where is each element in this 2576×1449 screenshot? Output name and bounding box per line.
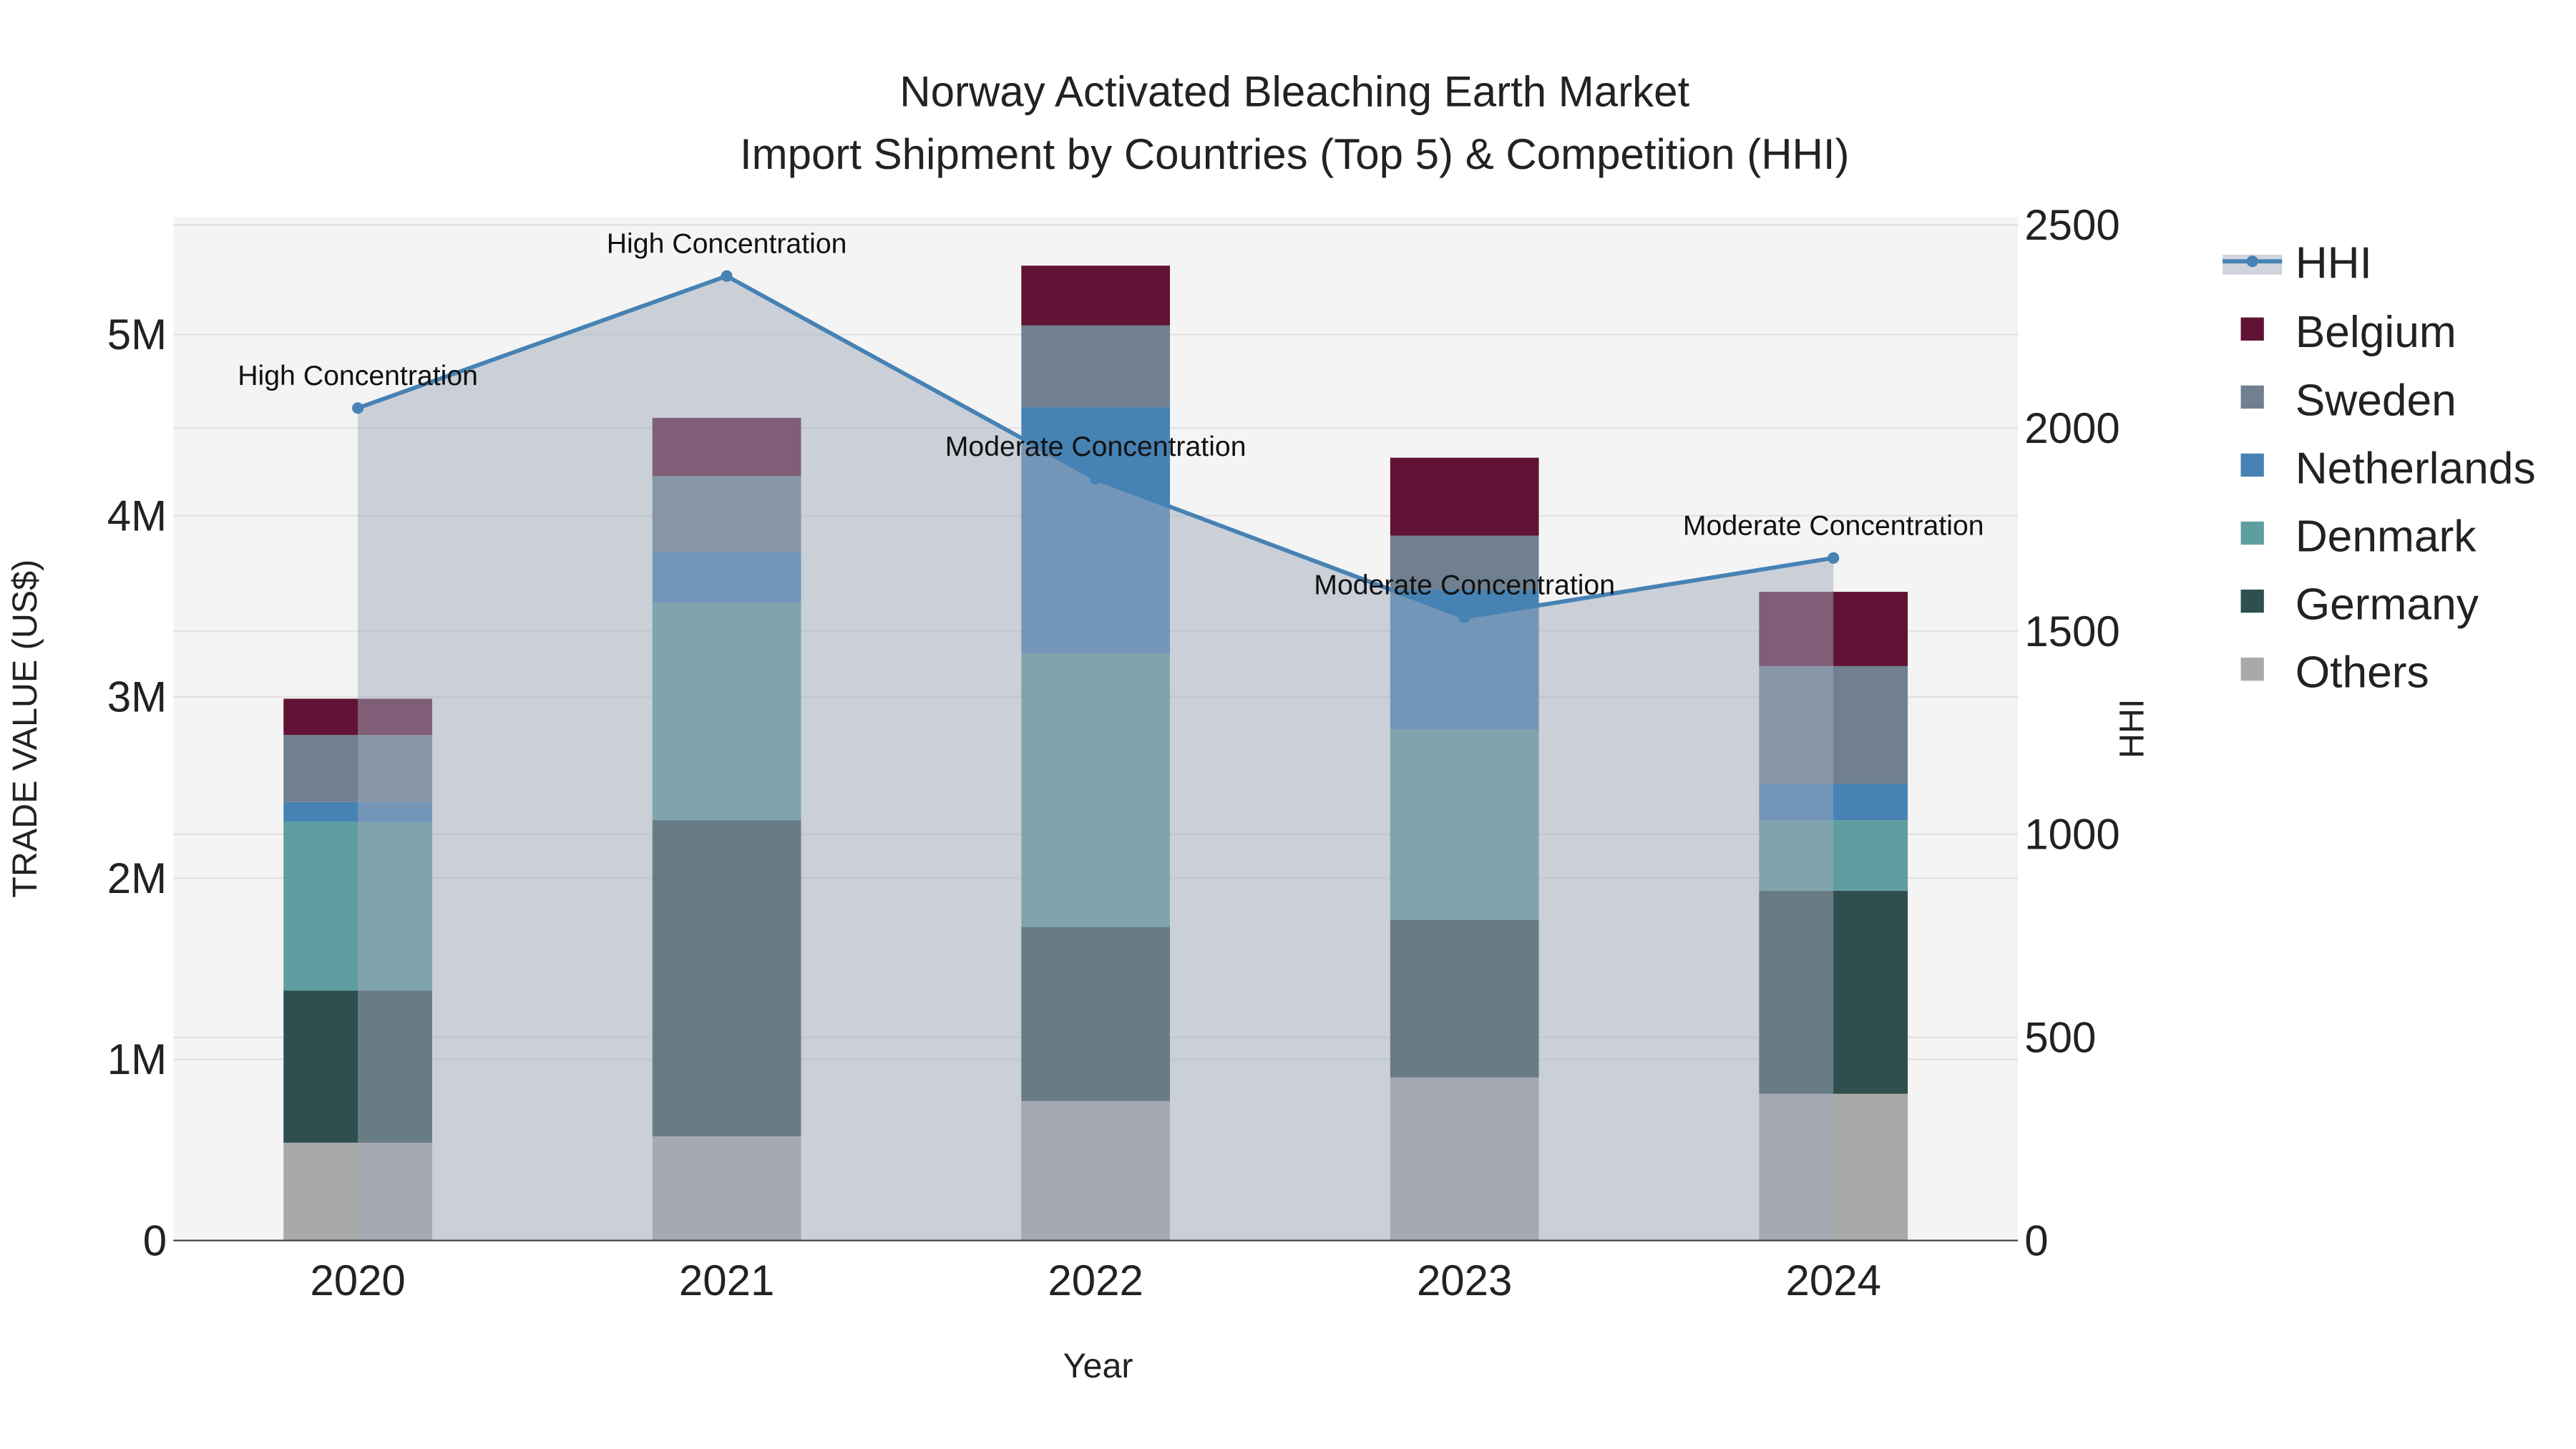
hhi-annotation: High Concentration (607, 228, 847, 259)
legend-belgium-swatch (2240, 317, 2264, 341)
y2-tick-label: 2000 (2024, 404, 2119, 452)
hhi-area (358, 275, 1834, 1241)
legend-netherlands-swatch (2240, 453, 2264, 477)
legend-sweden-label: Sweden (2296, 376, 2457, 425)
y2-tick-label: 0 (2024, 1216, 2048, 1264)
hhi-point-2024 (1828, 552, 1840, 564)
hhi-annotation: Moderate Concentration (1314, 569, 1615, 600)
hhi-point-2020 (352, 402, 364, 414)
hhi-point-2022 (1090, 473, 1102, 485)
hhi-annotation: Moderate Concentration (945, 431, 1246, 462)
hhi-point-2021 (721, 270, 733, 282)
legend-germany-label: Germany (2296, 580, 2479, 629)
y-tick-label: 0 (143, 1216, 167, 1264)
chart-title-line2: Import Shipment by Countries (Top 5) & C… (740, 130, 1850, 178)
y-tick-label: 5M (107, 311, 167, 358)
y-tick-label: 3M (107, 673, 167, 721)
axes: 0 1M 2M 3M 4M 5M 0 500 1000 1500 2000 2500 2020 2021 2… (107, 201, 2120, 1304)
x-tick-label: 2021 (679, 1257, 774, 1304)
y2-axis-title: HHI (2112, 699, 2151, 758)
hhi-point-2023 (1458, 611, 1470, 623)
chart-title-line1: Norway Activated Bleaching Earth Market (899, 67, 1689, 115)
bar-belgium-2023 (1390, 457, 1539, 536)
legend-denmark-label: Denmark (2296, 512, 2477, 561)
y2-tick-label: 1000 (2024, 811, 2119, 859)
legend-others-swatch (2240, 658, 2264, 681)
x-tick-label: 2020 (310, 1257, 405, 1304)
y-tick-label: 4M (107, 492, 167, 540)
x-tick-label: 2024 (1785, 1257, 1880, 1304)
x-tick-label: 2022 (1048, 1257, 1143, 1304)
legend-hhi-swatch-marker (2246, 255, 2258, 268)
y2-tick-label: 2500 (2024, 201, 2119, 249)
x-axis-title: Year (1063, 1347, 1133, 1385)
hhi-annotation: Moderate Concentration (1683, 509, 1984, 541)
hhi-annotation: High Concentration (238, 360, 478, 391)
legend-belgium-label: Belgium (2296, 308, 2457, 357)
legend-netherlands-label: Netherlands (2296, 444, 2536, 493)
bar-sweden-2022 (1021, 325, 1170, 407)
legend-germany-swatch (2240, 589, 2264, 613)
bar-sweden-2023 (1390, 535, 1539, 590)
legend-hhi-label: HHI (2296, 238, 2372, 288)
legend: HHI Belgium Sweden Netherlands Denmark German… (2223, 238, 2536, 698)
y-axis-title: TRADE VALUE (US$) (6, 560, 44, 898)
hhi-series: High Concentration High Concentration Mode… (238, 228, 1984, 1241)
y2-tick-label: 500 (2024, 1014, 2096, 1062)
x-tick-label: 2023 (1417, 1257, 1512, 1304)
y-tick-label: 1M (107, 1035, 167, 1083)
legend-denmark-swatch (2240, 521, 2264, 545)
legend-sweden-swatch (2240, 385, 2264, 409)
legend-others-label: Others (2296, 648, 2429, 698)
y2-tick-label: 1500 (2024, 608, 2119, 655)
bar-belgium-2022 (1021, 265, 1170, 326)
y-tick-label: 2M (107, 854, 167, 902)
